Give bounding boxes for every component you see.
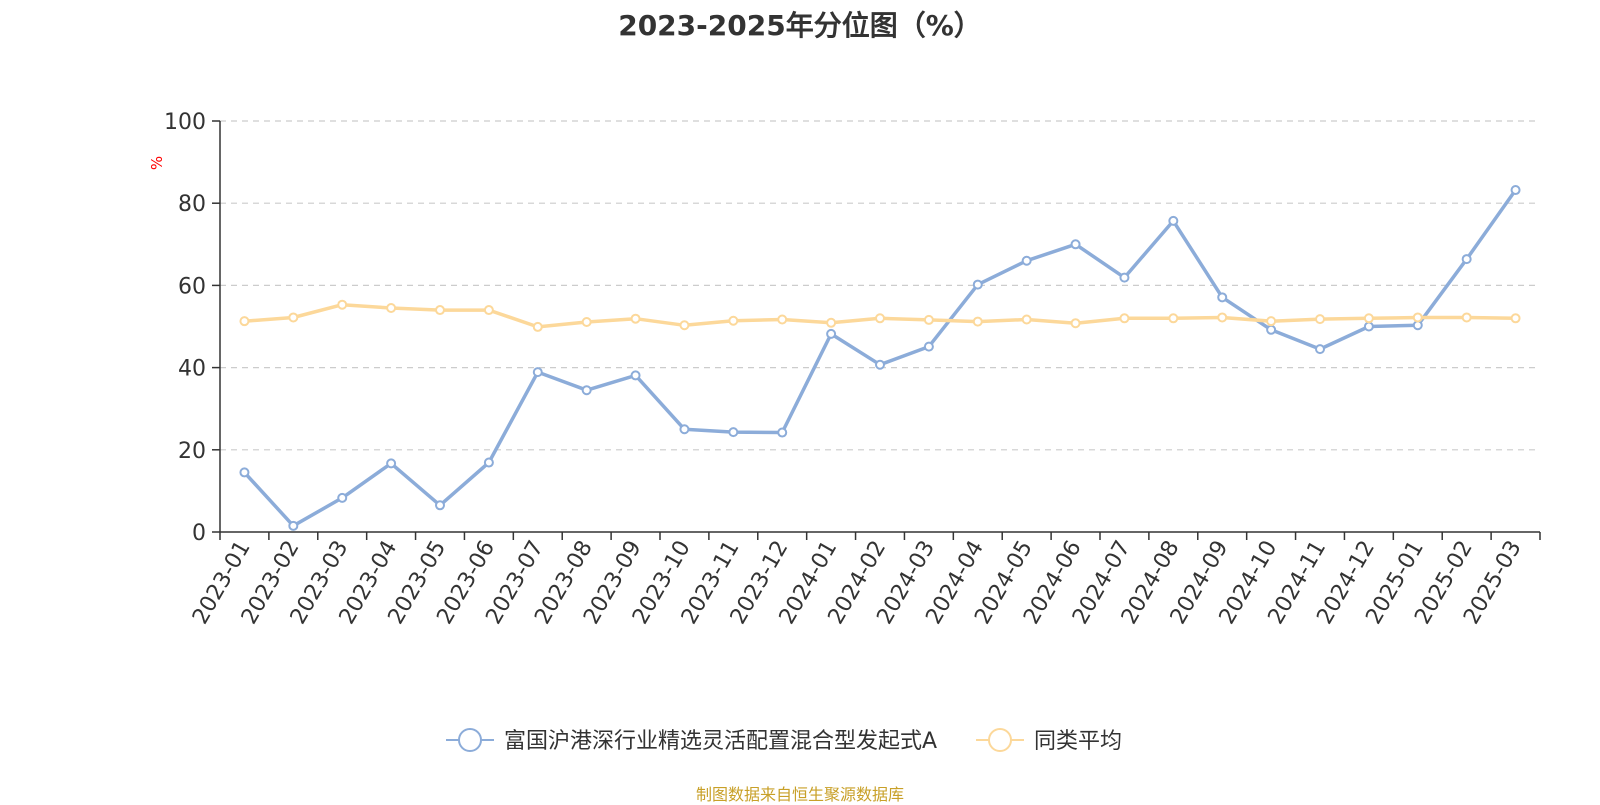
y-tick-label: 100 <box>164 110 206 135</box>
series-line-1 <box>243 188 1518 528</box>
data-point <box>728 315 739 326</box>
data-point <box>288 520 299 531</box>
data-point <box>972 279 983 290</box>
legend-swatch-marker <box>988 728 1012 752</box>
data-point <box>1412 320 1423 331</box>
data-point <box>1168 313 1179 324</box>
data-point <box>1266 316 1277 327</box>
y-tick-label: 40 <box>178 357 206 382</box>
y-tick-label: 20 <box>178 439 206 464</box>
grid-lines <box>220 120 1540 451</box>
data-point <box>875 313 885 324</box>
data-point <box>1315 314 1325 325</box>
data-point <box>728 427 739 438</box>
data-point <box>1363 321 1374 332</box>
data-point <box>239 316 250 327</box>
data-point <box>337 492 348 503</box>
data-point <box>1070 239 1081 250</box>
data-point <box>337 299 348 310</box>
data-point <box>1510 185 1521 196</box>
legend-swatch-marker <box>458 728 482 752</box>
data-point <box>483 305 494 316</box>
data-source-note: 制图数据来自恒生聚源数据库 <box>695 785 904 804</box>
data-point <box>483 457 494 468</box>
data-point <box>532 367 543 378</box>
data-point <box>1315 344 1325 355</box>
data-point <box>1412 312 1423 323</box>
data-point <box>1461 254 1472 265</box>
data-point <box>630 370 641 381</box>
data-point <box>435 500 445 511</box>
data-point <box>1168 215 1179 226</box>
data-point <box>1217 312 1228 323</box>
data-point <box>972 316 983 327</box>
legend: 富国沪港深行业精选灵活配置混合型发起式A 同类平均 <box>446 728 1122 754</box>
data-point <box>826 328 837 339</box>
data-point <box>679 320 690 331</box>
data-point <box>386 303 397 314</box>
y-tick-label: 60 <box>178 274 206 299</box>
axes: 020406080100%2023-012023-022023-032023-0… <box>148 110 1541 629</box>
data-point <box>288 312 299 323</box>
data-point <box>1363 313 1374 324</box>
data-point <box>1021 255 1032 266</box>
data-point <box>1070 318 1081 329</box>
y-tick-label: 0 <box>192 521 206 546</box>
y-tick-label: 80 <box>178 192 206 217</box>
data-point <box>239 467 250 478</box>
data-point <box>777 314 788 325</box>
data-point <box>532 321 543 332</box>
data-point <box>435 305 445 316</box>
chart-title: 2023-2025年分位图（%） <box>618 9 982 42</box>
data-point <box>875 359 885 370</box>
data-point <box>1266 324 1277 335</box>
data-point <box>1510 313 1521 324</box>
data-point <box>1119 313 1130 324</box>
data-point <box>630 313 641 324</box>
data-point <box>1461 312 1472 323</box>
data-point <box>826 317 837 328</box>
data-point <box>386 458 397 469</box>
y-axis-label: % <box>148 156 166 170</box>
data-point <box>581 385 592 396</box>
data-point <box>923 314 934 325</box>
legend-label: 同类平均 <box>1034 729 1122 754</box>
data-point <box>923 341 934 352</box>
data-point <box>1021 314 1032 325</box>
data-point <box>1217 292 1228 303</box>
data-point <box>777 427 788 438</box>
data-point <box>679 424 690 435</box>
legend-label: 富国沪港深行业精选灵活配置混合型发起式A <box>504 729 937 754</box>
data-point <box>581 316 592 327</box>
line-chart: 020406080100%2023-012023-022023-032023-0… <box>148 110 1541 754</box>
series-lines <box>239 185 1521 531</box>
data-point <box>1119 272 1130 283</box>
